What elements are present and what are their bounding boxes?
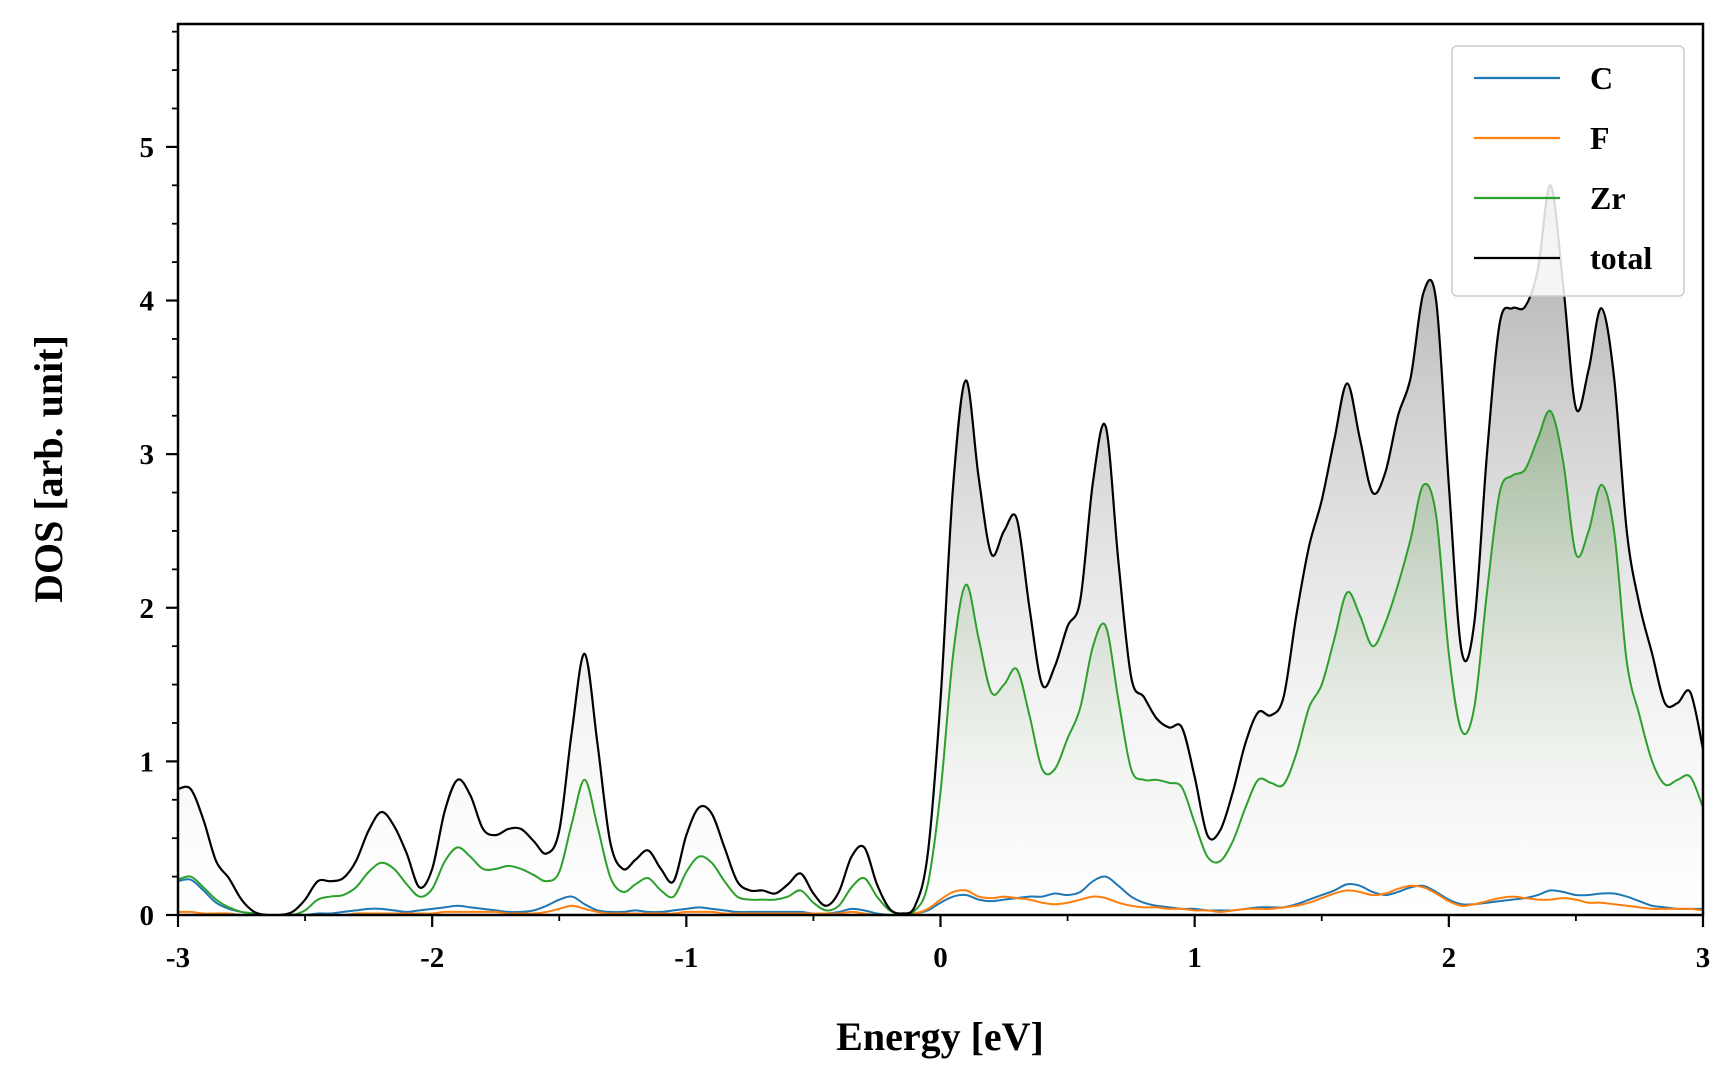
- y-tick-label: 2: [140, 593, 155, 625]
- y-tick-label: 4: [140, 286, 155, 318]
- area-fills: [178, 185, 1703, 915]
- series-line-total: [178, 184, 1703, 915]
- x-axis-label: Energy [eV]: [836, 1014, 1044, 1059]
- y-tick-label: 5: [140, 132, 155, 164]
- x-tick-label: -2: [420, 942, 444, 974]
- legend-label-f: F: [1590, 120, 1610, 156]
- series-line-f: [178, 884, 1703, 915]
- legend-label-total: total: [1590, 240, 1652, 276]
- x-tick-label: 0: [933, 942, 948, 974]
- y-tick-label: 3: [140, 439, 155, 471]
- series-line-zr: [178, 409, 1703, 915]
- legend-box: [1451, 45, 1685, 297]
- x-axis: -3 -2 -1 0 1 2 3: [166, 915, 1710, 974]
- y-tick-label: 1: [140, 746, 155, 778]
- series-line-c: [178, 875, 1703, 915]
- area-fill-zr: [178, 410, 1703, 915]
- legend-label-zr: Zr: [1590, 180, 1626, 216]
- y-tick-label: 0: [140, 900, 155, 932]
- legend: CF Zr total: [1451, 45, 1685, 297]
- y-axis: 0 1 2 3 4 5: [140, 30, 178, 932]
- legend-label-c: C: [1590, 60, 1613, 96]
- x-tick-label: 3: [1696, 942, 1711, 974]
- x-tick-label: 2: [1442, 942, 1457, 974]
- legend-items: CF Zr total: [1474, 60, 1652, 276]
- y-axis-label: DOS [arb. unit]: [26, 335, 71, 603]
- x-tick-label: -1: [674, 942, 698, 974]
- x-tick-label: 1: [1187, 942, 1202, 974]
- x-tick-label: -3: [166, 942, 190, 974]
- series-lines: [178, 184, 1703, 915]
